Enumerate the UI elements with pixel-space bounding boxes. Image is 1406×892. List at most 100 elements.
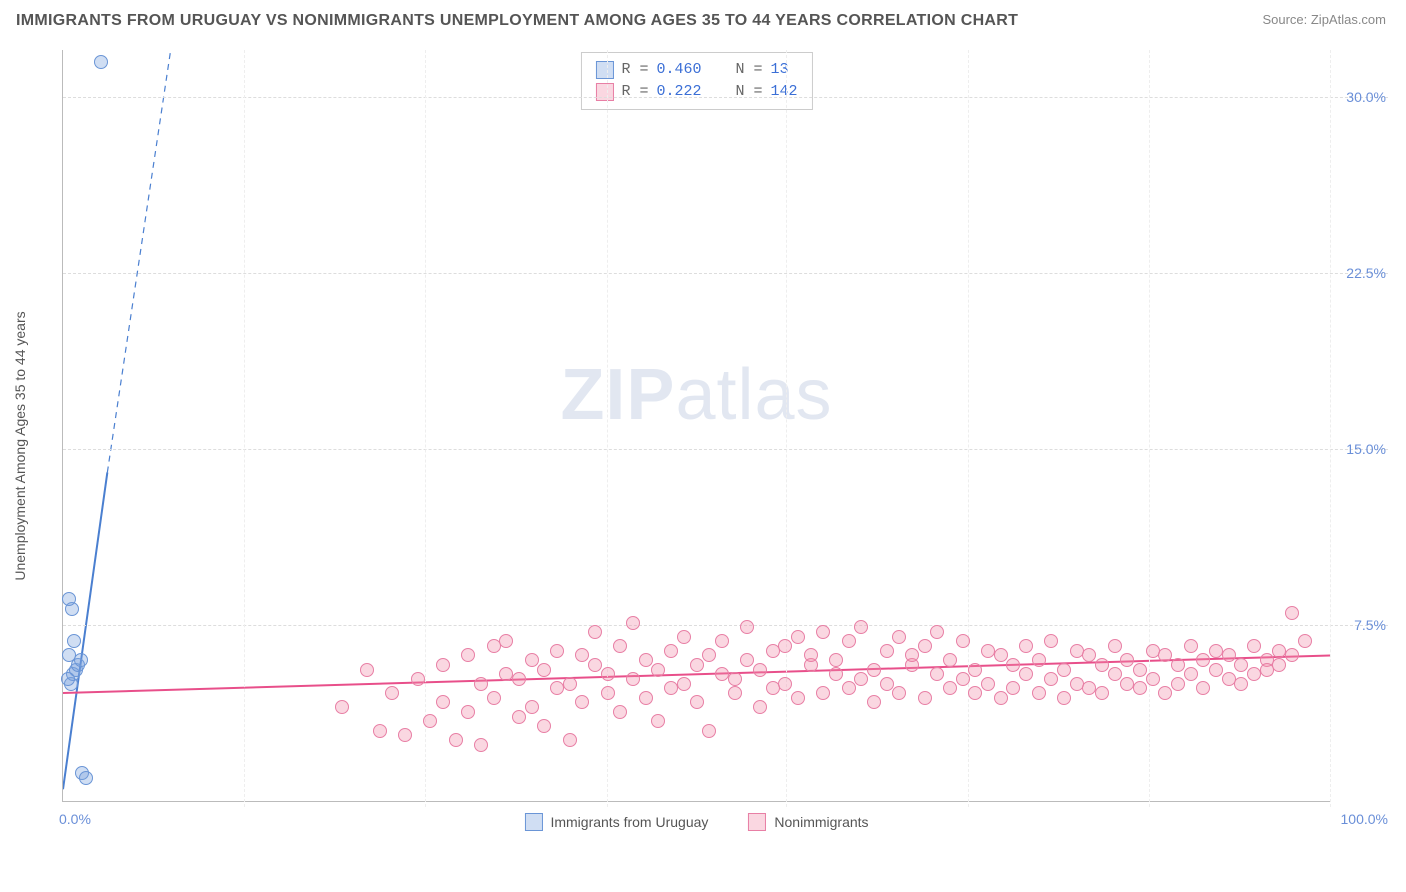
grid-line-v: [786, 50, 787, 807]
grid-line-h: [63, 273, 1388, 274]
data-point-nonimmigrants: [1095, 686, 1109, 700]
data-point-nonimmigrants: [702, 648, 716, 662]
data-point-nonimmigrants: [1146, 672, 1160, 686]
data-point-nonimmigrants: [1247, 639, 1261, 653]
data-point-nonimmigrants: [436, 695, 450, 709]
legend-label-immigrants: Immigrants from Uruguay: [550, 814, 708, 830]
source-name: ZipAtlas.com: [1311, 12, 1386, 27]
data-point-nonimmigrants: [1044, 672, 1058, 686]
data-point-nonimmigrants: [930, 667, 944, 681]
data-point-nonimmigrants: [335, 700, 349, 714]
stats-row-nonimmigrants: R = 0.222 N = 142: [595, 81, 797, 103]
data-point-nonimmigrants: [1057, 691, 1071, 705]
n-label-2: N =: [736, 81, 763, 103]
data-point-nonimmigrants: [1120, 653, 1134, 667]
grid-line-v: [244, 50, 245, 807]
data-point-nonimmigrants: [829, 653, 843, 667]
data-point-immigrants: [74, 653, 88, 667]
watermark-zip: ZIP: [560, 355, 675, 435]
grid-line-h: [63, 625, 1388, 626]
data-point-nonimmigrants: [639, 691, 653, 705]
stats-row-immigrants: R = 0.460 N = 13: [595, 59, 797, 81]
data-point-nonimmigrants: [892, 686, 906, 700]
data-point-nonimmigrants: [918, 691, 932, 705]
data-point-nonimmigrants: [943, 653, 957, 667]
r-label-2: R =: [621, 81, 648, 103]
data-point-nonimmigrants: [905, 648, 919, 662]
swatch-immigrants: [595, 61, 613, 79]
data-point-nonimmigrants: [1032, 686, 1046, 700]
data-point-nonimmigrants: [588, 625, 602, 639]
data-point-nonimmigrants: [601, 686, 615, 700]
grid-line-h: [63, 97, 1388, 98]
data-point-nonimmigrants: [804, 648, 818, 662]
data-point-nonimmigrants: [1006, 681, 1020, 695]
data-point-nonimmigrants: [677, 677, 691, 691]
data-point-nonimmigrants: [880, 677, 894, 691]
y-tick-label: 15.0%: [1346, 441, 1386, 457]
data-point-nonimmigrants: [753, 700, 767, 714]
data-point-nonimmigrants: [753, 663, 767, 677]
data-point-immigrants: [62, 592, 76, 606]
data-point-nonimmigrants: [537, 663, 551, 677]
data-point-nonimmigrants: [816, 686, 830, 700]
data-point-nonimmigrants: [842, 681, 856, 695]
data-point-nonimmigrants: [1285, 648, 1299, 662]
plot-container: Unemployment Among Ages 35 to 44 years Z…: [50, 50, 1390, 842]
data-point-nonimmigrants: [1133, 663, 1147, 677]
data-point-nonimmigrants: [525, 653, 539, 667]
data-point-nonimmigrants: [474, 738, 488, 752]
data-point-nonimmigrants: [613, 639, 627, 653]
data-point-nonimmigrants: [778, 639, 792, 653]
data-point-nonimmigrants: [918, 639, 932, 653]
data-point-nonimmigrants: [728, 686, 742, 700]
data-point-nonimmigrants: [664, 644, 678, 658]
data-point-nonimmigrants: [651, 663, 665, 677]
data-point-nonimmigrants: [373, 724, 387, 738]
data-point-nonimmigrants: [651, 714, 665, 728]
data-point-nonimmigrants: [1222, 648, 1236, 662]
r-value-2: 0.222: [656, 81, 701, 103]
data-point-nonimmigrants: [1209, 663, 1223, 677]
n-label-1: N =: [736, 59, 763, 81]
data-point-nonimmigrants: [816, 625, 830, 639]
chart-title: IMMIGRANTS FROM URUGUAY VS NONIMMIGRANTS…: [16, 12, 1018, 30]
data-point-nonimmigrants: [1032, 653, 1046, 667]
data-point-nonimmigrants: [740, 620, 754, 634]
data-point-nonimmigrants: [1095, 658, 1109, 672]
swatch-nonimmigrants: [595, 83, 613, 101]
data-point-nonimmigrants: [1298, 634, 1312, 648]
watermark: ZIPatlas: [560, 354, 832, 436]
data-point-nonimmigrants: [968, 663, 982, 677]
data-point-nonimmigrants: [981, 677, 995, 691]
data-point-nonimmigrants: [1019, 639, 1033, 653]
data-point-nonimmigrants: [525, 700, 539, 714]
swatch-nonimmigrants-b: [748, 813, 766, 831]
n-value-2: 142: [771, 81, 798, 103]
data-point-nonimmigrants: [956, 672, 970, 686]
data-point-nonimmigrants: [1044, 634, 1058, 648]
data-point-nonimmigrants: [1158, 686, 1172, 700]
data-point-immigrants: [94, 55, 108, 69]
data-point-nonimmigrants: [791, 630, 805, 644]
data-point-nonimmigrants: [1108, 639, 1122, 653]
data-point-nonimmigrants: [1019, 667, 1033, 681]
data-point-nonimmigrants: [994, 648, 1008, 662]
data-point-nonimmigrants: [930, 625, 944, 639]
data-point-nonimmigrants: [588, 658, 602, 672]
data-point-nonimmigrants: [854, 672, 868, 686]
data-point-nonimmigrants: [690, 695, 704, 709]
data-point-nonimmigrants: [854, 620, 868, 634]
bottom-legend: Immigrants from Uruguay Nonimmigrants: [524, 813, 868, 831]
data-point-nonimmigrants: [639, 653, 653, 667]
data-point-nonimmigrants: [474, 677, 488, 691]
grid-line-v: [1330, 50, 1331, 807]
data-point-nonimmigrants: [829, 667, 843, 681]
data-point-immigrants: [67, 634, 81, 648]
header-row: IMMIGRANTS FROM URUGUAY VS NONIMMIGRANTS…: [0, 0, 1406, 38]
data-point-nonimmigrants: [1272, 658, 1286, 672]
data-point-nonimmigrants: [449, 733, 463, 747]
y-tick-label: 22.5%: [1346, 265, 1386, 281]
data-point-nonimmigrants: [702, 724, 716, 738]
data-point-nonimmigrants: [867, 695, 881, 709]
